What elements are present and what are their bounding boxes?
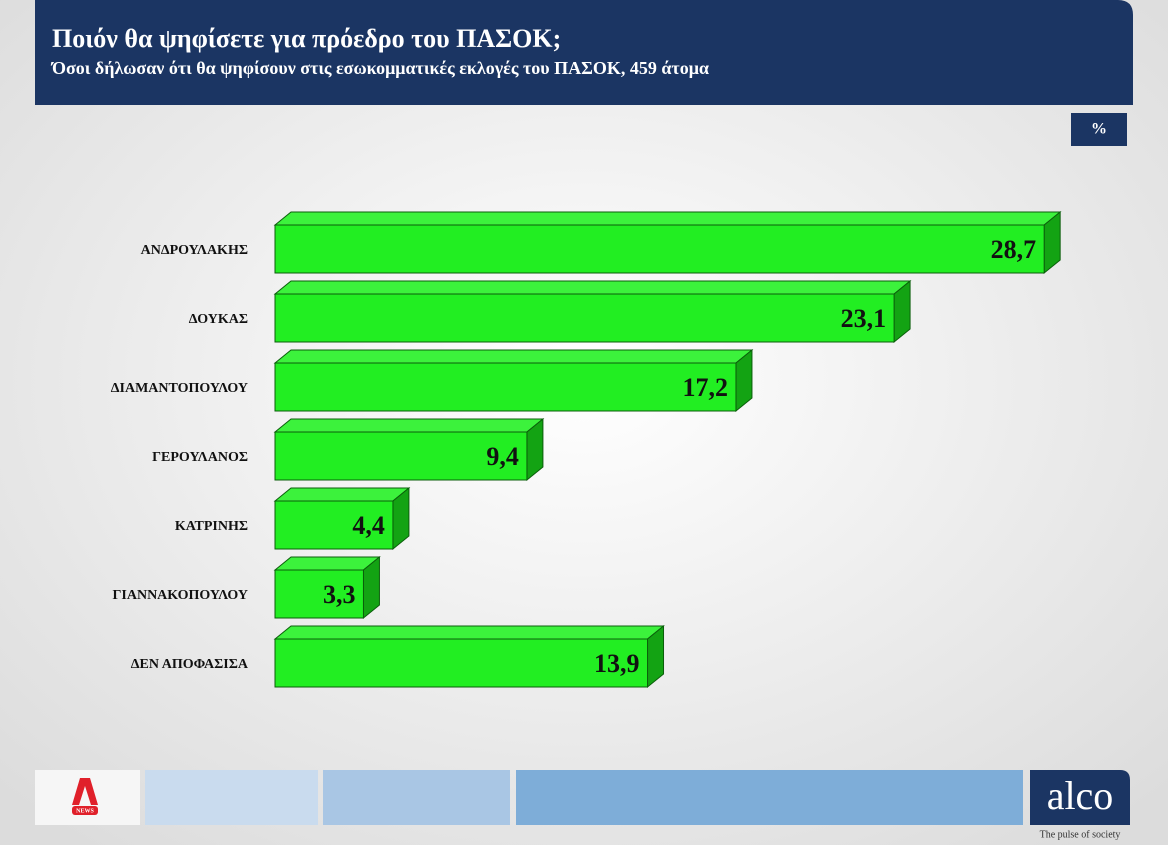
- bar-top: [273, 280, 912, 295]
- value-label: 13,9: [594, 649, 640, 678]
- value-label: 9,4: [486, 442, 519, 471]
- category-label: ΔΕΝ ΑΠΟΦΑΣΙΣΑ: [131, 657, 249, 672]
- category-label: ΔΙΑΜΑΝΤΟΠΟΥΛΟΥ: [111, 381, 248, 396]
- logo-box: [1030, 770, 1130, 825]
- bar: [274, 362, 737, 412]
- bar: [274, 638, 649, 688]
- header: [35, 0, 1133, 105]
- brand-logo: alco: [1047, 773, 1114, 818]
- category-label: ΔΟΥΚΑΣ: [189, 312, 248, 327]
- value-label: 23,1: [841, 304, 887, 333]
- channel-logo: [72, 778, 98, 805]
- bar-top: [273, 625, 665, 640]
- footer-box: [145, 770, 318, 825]
- chart-title: Ποιόν θα ψηφίσετε για πρόεδρο του ΠΑΣΟΚ;: [52, 24, 561, 53]
- unit-box: [1071, 113, 1127, 146]
- bar: [274, 224, 1045, 274]
- channel-name: NEWS: [76, 808, 94, 814]
- channel-badge: [72, 806, 98, 815]
- category-label: ΓΙΑΝΝΑΚΟΠΟΥΛΟΥ: [113, 588, 249, 603]
- brand-slogan: The pulse of society: [1040, 829, 1121, 840]
- bar: [274, 293, 895, 343]
- category-label: ΓΕΡΟΥΛΑΝΟΣ: [152, 450, 248, 465]
- value-label: 3,3: [323, 580, 356, 609]
- bar: [274, 500, 394, 550]
- category-label: ΑΝΔΡΟΥΛΑΚΗΣ: [141, 243, 248, 258]
- value-label: 28,7: [991, 235, 1037, 264]
- footer-box: [323, 770, 510, 825]
- bar: [274, 569, 364, 619]
- value-label: 4,4: [352, 511, 385, 540]
- plot: ΑΝΔΡΟΥΛΑΚΗΣ 28,7 ΔΟΥΚΑΣ 23,1 ΔΙΑΜΑΝΤΟΠΟΥΛΟΥ 1…: [111, 210, 1062, 689]
- bar-top: [273, 349, 754, 364]
- footer-box: [516, 770, 1023, 825]
- category-label: ΚΑΤΡΙΝΗΣ: [175, 519, 248, 534]
- chart-subtitle: Όσοι δήλωσαν ότι θα ψηφίσουν στις εσωκομ…: [50, 58, 709, 78]
- bar-top: [273, 487, 411, 502]
- bar: [274, 431, 528, 481]
- bar-top: [273, 418, 545, 433]
- value-label: 17,2: [682, 373, 728, 402]
- unit-label: %: [1091, 121, 1107, 138]
- bar-top: [273, 556, 381, 571]
- bar-top: [273, 211, 1062, 226]
